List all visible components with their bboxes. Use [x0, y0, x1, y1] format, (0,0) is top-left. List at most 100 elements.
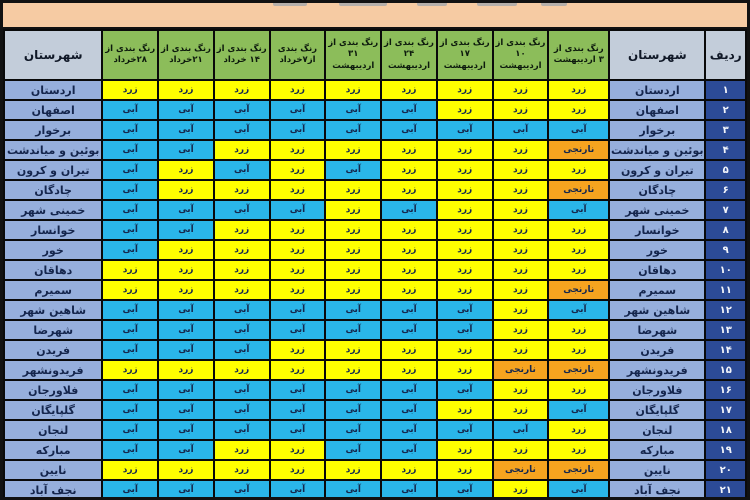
status-cell: آبی — [380, 299, 438, 321]
status-cell: زرد — [268, 79, 327, 101]
status-cell: آبی — [212, 479, 271, 497]
cutoff-title-remnant — [273, 3, 307, 6]
status-cell: زرد — [268, 239, 327, 261]
status-cell: زرد — [491, 439, 550, 461]
status-cell: آبی — [324, 399, 383, 421]
status-cell: آبی — [268, 479, 327, 497]
status-cell: آبی — [212, 299, 271, 321]
date-header-7: رنگ بندی از ۱۴ خرداد — [212, 29, 271, 81]
status-cell: زرد — [380, 79, 438, 101]
rank-cell: ۷ — [704, 199, 747, 221]
rank-cell: ۲ — [704, 99, 747, 121]
status-cell: زرد — [435, 79, 494, 101]
status-cell: زرد — [491, 379, 550, 401]
status-cell: آبی — [101, 199, 160, 221]
status-cell: زرد — [324, 259, 383, 281]
status-cell: آبی — [101, 439, 160, 461]
status-cell: آبی — [324, 119, 383, 141]
status-cell: آبی — [268, 199, 327, 221]
status-cell: نارنجی — [547, 359, 611, 381]
county-cell-right: لنجان — [608, 419, 707, 441]
table-row: ۱۴ فریدن زرد زرد زرد زرد زرد زرد آبی آبی… — [3, 339, 747, 361]
date-header-3: رنگ بندی از ۱۷ اردیبهشت — [435, 29, 494, 81]
status-cell: زرد — [435, 459, 494, 481]
status-cell: زرد — [547, 439, 611, 461]
status-cell: زرد — [380, 219, 438, 241]
status-cell: زرد — [212, 79, 271, 101]
status-cell: آبی — [101, 219, 160, 241]
status-cell: زرد — [380, 359, 438, 381]
table-row: ۲۰ نایین نارنجی نارنجی زرد زرد زرد زرد ز… — [3, 459, 747, 481]
status-cell: زرد — [547, 379, 611, 401]
status-cell: آبی — [547, 399, 611, 421]
status-cell: نارنجی — [547, 179, 611, 201]
cutoff-title-remnant — [417, 3, 447, 6]
status-cell: زرد — [268, 259, 327, 281]
status-cell: زرد — [435, 359, 494, 381]
status-cell: آبی — [101, 379, 160, 401]
county-cell-left: اردستان — [3, 79, 104, 101]
table-row: ۱۹ مبارکه زرد زرد زرد آبی آبی زرد زرد آب… — [3, 439, 747, 461]
table-row: ۲ اصفهان زرد زرد زرد آبی آبی آبی آبی آبی… — [3, 99, 747, 121]
status-cell: آبی — [157, 399, 215, 421]
status-cell: آبی — [157, 119, 215, 141]
status-cell: زرد — [157, 79, 215, 101]
status-cell: آبی — [380, 319, 438, 341]
status-cell: زرد — [491, 279, 550, 301]
county-cell-left: لنجان — [3, 419, 104, 441]
status-cell: آبی — [212, 199, 271, 221]
rank-cell: ۱۳ — [704, 319, 747, 341]
status-cell: زرد — [491, 299, 550, 321]
color-coding-table: ردیف شهرستان رنگ بندی از ۳ اردیبهشت رنگ … — [3, 29, 747, 497]
status-cell: نارنجی — [547, 459, 611, 481]
table-row: ۱۱ سمیرم نارنجی زرد زرد زرد زرد زرد زرد … — [3, 279, 747, 301]
table-row: ۸ خوانسار زرد زرد زرد زرد زرد زرد زرد آب… — [3, 219, 747, 241]
status-cell: آبی — [380, 399, 438, 421]
status-cell: زرد — [435, 399, 494, 421]
status-cell: زرد — [547, 259, 611, 281]
table-row: ۹ خور زرد زرد زرد زرد زرد زرد زرد زرد آب… — [3, 239, 747, 261]
table-row: ۷ خمینی شهر آبی زرد زرد آبی زرد آبی آبی … — [3, 199, 747, 221]
county-cell-left: فلاورجان — [3, 379, 104, 401]
status-cell: زرد — [212, 359, 271, 381]
status-cell: آبی — [157, 299, 215, 321]
status-cell: زرد — [491, 179, 550, 201]
status-cell: آبی — [101, 179, 160, 201]
status-cell: آبی — [324, 299, 383, 321]
title-band — [3, 3, 747, 29]
county-cell-right: تیران و کرون — [608, 159, 707, 181]
rank-cell: ۹ — [704, 239, 747, 261]
status-cell: زرد — [324, 199, 383, 221]
rank-cell: ۱۰ — [704, 259, 747, 281]
table-row: ۵ تیران و کرون زرد زرد زرد زرد آبی زرد آ… — [3, 159, 747, 181]
status-cell: زرد — [268, 459, 327, 481]
status-cell: زرد — [157, 279, 215, 301]
status-cell: آبی — [491, 119, 550, 141]
date-header-2: رنگ بندی از ۱۰ اردیبهشت — [491, 29, 550, 81]
status-cell: زرد — [324, 279, 383, 301]
status-cell: زرد — [491, 399, 550, 421]
rank-cell: ۱۷ — [704, 399, 747, 421]
date-header-1: رنگ بندی از ۳ اردیبهشت — [547, 29, 611, 81]
status-cell: زرد — [157, 259, 215, 281]
status-cell: زرد — [157, 459, 215, 481]
status-cell: زرد — [547, 159, 611, 181]
status-cell: آبی — [157, 219, 215, 241]
status-cell: آبی — [101, 99, 160, 121]
rank-cell: ۱۹ — [704, 439, 747, 461]
status-cell: آبی — [380, 199, 438, 221]
status-cell: زرد — [491, 99, 550, 121]
status-cell: زرد — [324, 459, 383, 481]
county-cell-left: برخوار — [3, 119, 104, 141]
rank-cell: ۱۴ — [704, 339, 747, 361]
status-cell: زرد — [268, 439, 327, 461]
status-cell: زرد — [101, 359, 160, 381]
status-cell: آبی — [157, 419, 215, 441]
county-cell-left: بوئین و میاندشت — [3, 139, 104, 161]
rank-cell: ۱ — [704, 79, 747, 101]
status-cell: زرد — [268, 139, 327, 161]
status-cell: زرد — [491, 239, 550, 261]
status-cell: آبی — [157, 319, 215, 341]
status-cell: زرد — [380, 239, 438, 261]
